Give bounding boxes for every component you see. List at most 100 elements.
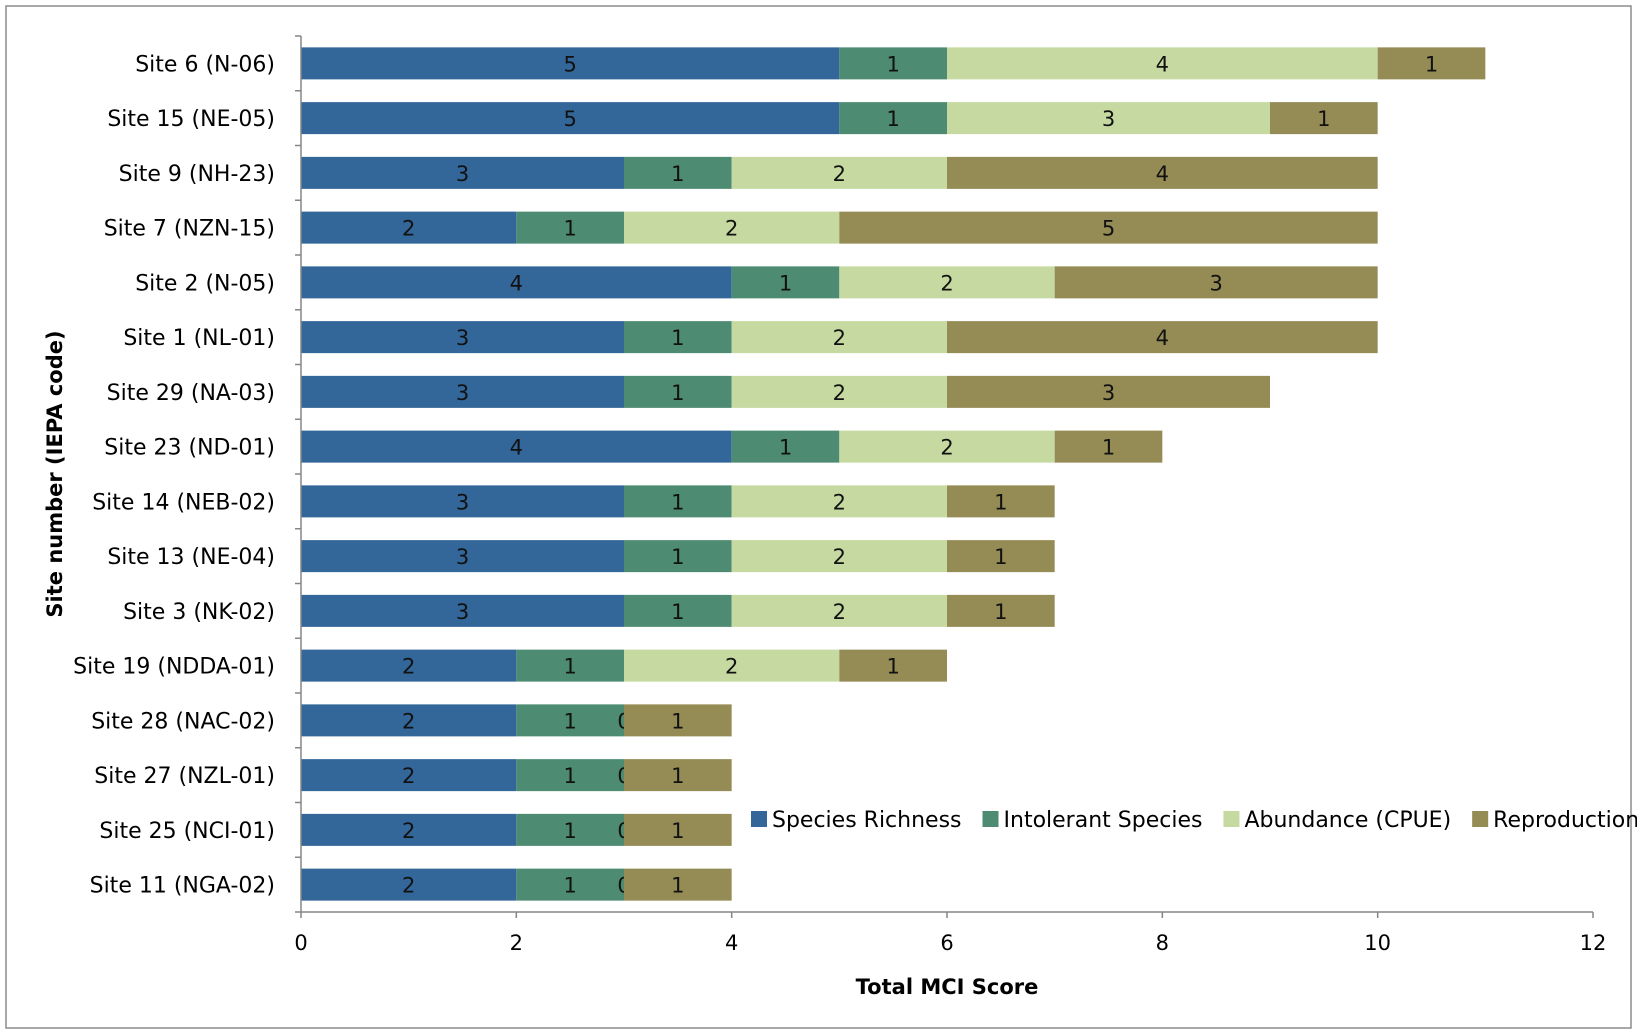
y-axis-title: Site number (IEPA code): [43, 330, 67, 617]
data-label-intolerant-species: 1: [671, 490, 684, 514]
bar-reproduction-site-15-ne-05: [1270, 102, 1378, 135]
bar-intolerant-species-site-2-n-05: [731, 266, 840, 299]
bar-intolerant-species-site-28-nac-02: [516, 704, 624, 737]
data-label-reproduction: 1: [1317, 107, 1330, 131]
bar-abundance-cpue-site-19-ndda-01: [624, 649, 840, 682]
data-label-species-richness: 5: [563, 107, 576, 131]
category-label-site-28-nac-02: Site 28 (NAC-02): [91, 709, 275, 734]
data-label-intolerant-species: 1: [563, 819, 576, 843]
data-label-species-richness: 2: [402, 874, 415, 898]
legend-label-abundance-cpue: Abundance (CPUE): [1244, 808, 1451, 833]
bar-intolerant-species-site-14-neb-02: [624, 485, 732, 518]
bar-reproduction-site-28-nac-02: [624, 704, 732, 737]
bar-intolerant-species-site-27-nzl-01: [516, 759, 624, 792]
bar-intolerant-species-site-23-nd-01: [731, 430, 840, 463]
bar-reproduction-site-1-nl-01: [947, 321, 1378, 354]
bar-reproduction-site-23-nd-01: [1054, 430, 1163, 463]
bar-abundance-cpue-site-15-ne-05: [947, 102, 1270, 135]
data-label-reproduction: 1: [886, 655, 899, 679]
data-label-species-richness: 2: [402, 764, 415, 788]
legend-swatch-species-richness: [751, 811, 767, 827]
bar-intolerant-species-site-29-na-03: [624, 375, 732, 408]
bar-intolerant-species-site-1-nl-01: [624, 321, 732, 354]
bar-abundance-cpue-site-23-nd-01: [839, 430, 1055, 463]
legend: Species Richness Intolerant Species Abunda…: [751, 808, 1637, 833]
data-label-abundance-cpue: 2: [940, 271, 953, 295]
data-label-species-richness: 3: [456, 162, 469, 186]
x-tick-label: 2: [510, 931, 523, 955]
data-label-intolerant-species: 1: [563, 764, 576, 788]
data-label-intolerant-species: 1: [779, 436, 792, 460]
bar-abundance-cpue-site-13-ne-04: [731, 540, 947, 573]
data-label-species-richness: 5: [563, 52, 576, 76]
data-label-abundance-cpue: 2: [940, 436, 953, 460]
bar-species-richness-site-27-nzl-01: [301, 759, 517, 792]
category-label-site-6-n-06: Site 6 (N-06): [135, 52, 275, 77]
legend-swatch-intolerant-species: [982, 811, 999, 827]
bar-reproduction-site-2-n-05: [1054, 266, 1378, 299]
bar-abundance-cpue-site-29-na-03: [731, 375, 947, 408]
bar-intolerant-species-site-3-nk-02: [624, 594, 732, 627]
data-label-reproduction: 4: [1156, 162, 1169, 186]
bar-species-richness-site-6-n-06: [301, 47, 840, 80]
bar-intolerant-species-site-15-ne-05: [839, 102, 947, 135]
data-label-abundance-cpue: 2: [833, 326, 846, 350]
data-label-reproduction: 1: [671, 874, 684, 898]
bar-species-richness-site-19-ndda-01: [301, 649, 517, 682]
data-label-intolerant-species: 1: [671, 162, 684, 186]
bars-layer: 5 1 4 1 5 1 3 1 3 1 2 4 2 1 2 5 4 1 2 3 3 1 2 4 3 1 2 3 4 1 2 1 3 1 2 1 3 1 2 1…: [301, 47, 1486, 901]
bar-intolerant-species-site-19-ndda-01: [516, 649, 624, 682]
bar-species-richness-site-2-n-05: [301, 266, 732, 299]
category-label-site-3-nk-02: Site 3 (NK-02): [123, 600, 275, 625]
data-label-abundance-cpue: 4: [1156, 52, 1169, 76]
category-label-site-7-nzn-15: Site 7 (NZN-15): [104, 217, 275, 242]
data-label-species-richness: 4: [510, 271, 523, 295]
category-label-site-9-nh-23: Site 9 (NH-23): [119, 162, 275, 187]
category-label-site-29-na-03: Site 29 (NA-03): [107, 381, 275, 406]
bar-intolerant-species-site-25-nci-01: [516, 813, 624, 846]
bar-abundance-cpue-site-6-n-06: [947, 47, 1378, 80]
category-label-site-11-nga-02: Site 11 (NGA-02): [90, 874, 275, 899]
x-tick-label: 6: [940, 931, 953, 955]
data-label-abundance-cpue: 2: [725, 655, 738, 679]
data-label-abundance-cpue: 2: [833, 490, 846, 514]
category-label-site-2-n-05: Site 2 (N-05): [135, 271, 275, 296]
legend-swatch-reproduction: [1472, 811, 1489, 827]
data-label-intolerant-species: 1: [563, 655, 576, 679]
data-label-species-richness: 3: [456, 490, 469, 514]
bar-abundance-cpue-site-14-neb-02: [731, 485, 947, 518]
bar-reproduction-site-7-nzn-15: [839, 211, 1378, 244]
category-label-site-25-nci-01: Site 25 (NCI-01): [99, 819, 275, 844]
data-label-reproduction: 1: [994, 600, 1007, 624]
data-label-reproduction: 1: [671, 819, 684, 843]
bar-intolerant-species-site-9-nh-23: [624, 156, 732, 189]
bar-species-richness-site-23-nd-01: [301, 430, 732, 463]
data-label-abundance-cpue: 2: [725, 217, 738, 241]
bar-reproduction-site-6-n-06: [1377, 47, 1486, 80]
category-labels: Site 6 (N-06) Site 15 (NE-05) Site 9 (NH-2…: [73, 52, 275, 898]
bar-reproduction-site-19-ndda-01: [839, 649, 947, 682]
bar-species-richness-site-13-ne-04: [301, 540, 624, 573]
data-label-intolerant-species: 1: [886, 52, 899, 76]
data-label-reproduction: 4: [1156, 326, 1169, 350]
x-axis-title: Total MCI Score: [856, 975, 1039, 999]
bar-reproduction-site-25-nci-01: [624, 813, 732, 846]
bar-abundance-cpue-site-3-nk-02: [731, 594, 947, 627]
data-label-intolerant-species: 1: [563, 874, 576, 898]
data-label-species-richness: 4: [510, 436, 523, 460]
data-label-intolerant-species: 1: [563, 217, 576, 241]
ticks-layer: 0 2 4 6 8 10 12: [294, 35, 1606, 955]
bar-species-richness-site-25-nci-01: [301, 813, 517, 846]
data-label-intolerant-species: 1: [563, 709, 576, 733]
bar-abundance-cpue-site-9-nh-23: [731, 156, 947, 189]
data-label-intolerant-species: 1: [671, 326, 684, 350]
bar-reproduction-site-13-ne-04: [947, 540, 1055, 573]
data-label-reproduction: 1: [1425, 52, 1438, 76]
bar-abundance-cpue-site-1-nl-01: [731, 321, 947, 354]
category-label-site-23-nd-01: Site 23 (ND-01): [104, 436, 275, 461]
category-label-site-15-ne-05: Site 15 (NE-05): [107, 107, 275, 132]
category-label-site-1-nl-01: Site 1 (NL-01): [123, 326, 275, 351]
legend-label-intolerant-species: Intolerant Species: [1004, 808, 1203, 833]
data-label-intolerant-species: 1: [671, 545, 684, 569]
data-label-abundance-cpue: 2: [833, 381, 846, 405]
